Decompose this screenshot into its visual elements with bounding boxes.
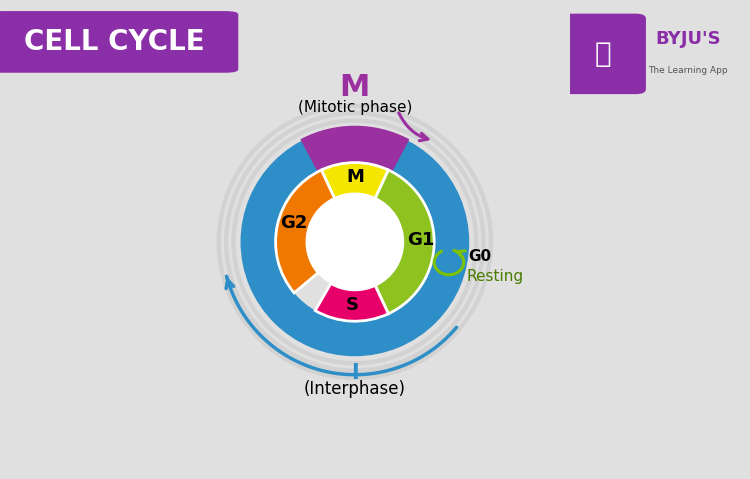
Text: The Learning App: The Learning App	[648, 66, 728, 75]
Text: G2: G2	[280, 214, 308, 232]
Wedge shape	[375, 170, 434, 314]
Wedge shape	[321, 162, 388, 198]
FancyBboxPatch shape	[0, 11, 238, 73]
Text: Ⓑ: Ⓑ	[595, 40, 611, 68]
Wedge shape	[241, 127, 470, 356]
FancyBboxPatch shape	[562, 13, 646, 94]
Wedge shape	[315, 284, 388, 321]
Text: I: I	[351, 363, 358, 383]
Text: M: M	[340, 73, 370, 102]
Wedge shape	[231, 118, 478, 365]
Wedge shape	[300, 125, 410, 172]
Text: BYJU'S: BYJU'S	[656, 30, 721, 48]
Text: G1: G1	[406, 230, 434, 249]
Text: CELL CYCLE: CELL CYCLE	[24, 28, 205, 56]
Wedge shape	[224, 111, 486, 373]
Wedge shape	[217, 103, 494, 380]
Text: M: M	[346, 168, 364, 186]
Text: S: S	[346, 297, 359, 314]
Text: G0: G0	[468, 249, 491, 264]
Text: Resting: Resting	[466, 269, 524, 284]
Text: (Interphase): (Interphase)	[304, 380, 406, 398]
Wedge shape	[275, 170, 334, 293]
Text: (Mitotic phase): (Mitotic phase)	[298, 100, 412, 114]
Circle shape	[307, 194, 403, 290]
